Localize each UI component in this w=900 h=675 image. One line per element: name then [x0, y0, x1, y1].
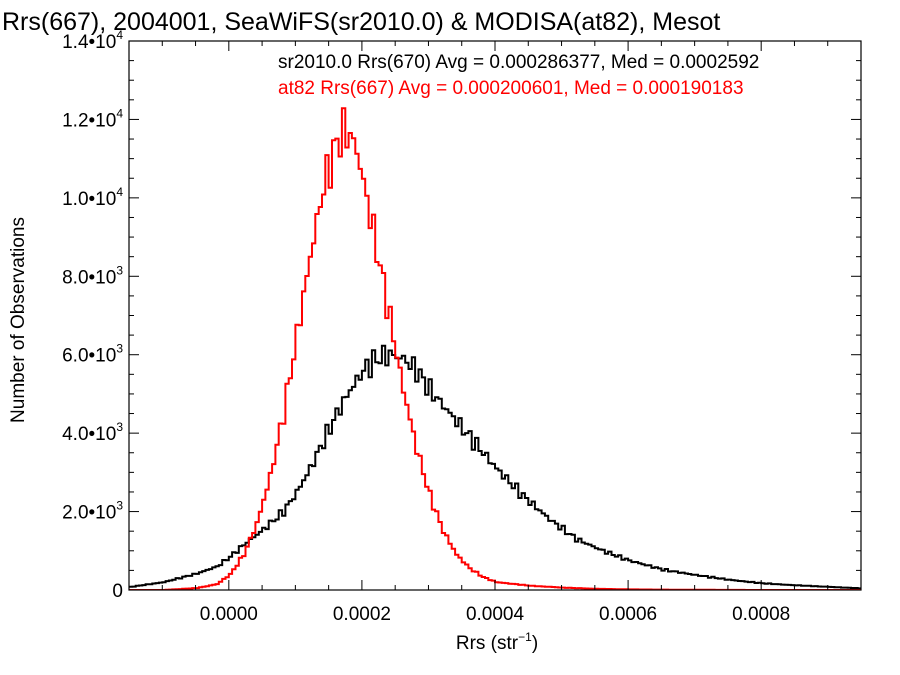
x-axis-label: Rrs (str−1)	[456, 630, 538, 654]
chart-title: Rrs(667), 2004001, SeaWiFS(sr2010.0) & M…	[2, 8, 720, 36]
legend-entry-1: at82 Rrs(667) Avg = 0.000200601, Med = 0…	[278, 78, 744, 99]
x-tick-label-2: 0.0004	[466, 604, 525, 625]
legend: sr2010.0 Rrs(670) Avg = 0.000286377, Med…	[278, 52, 759, 99]
x-tick-label-1: 0.0002	[333, 604, 391, 625]
legend-entry-0: sr2010.0 Rrs(670) Avg = 0.000286377, Med…	[278, 52, 759, 73]
x-tick-label-4: 0.0008	[732, 604, 790, 625]
series-line-0	[129, 344, 861, 590]
y-tick-label-5: 1.0•104	[62, 185, 123, 210]
plot-frame	[128, 40, 862, 591]
y-tick-label-7: 1.4•104	[62, 28, 123, 53]
y-axis-label: Number of Observations	[8, 217, 29, 423]
y-tick-label-4: 8.0•103	[62, 263, 123, 288]
y-tick-label-6: 1.2•104	[62, 106, 123, 131]
plot-area: 0.0000 0.0002 0.0004 0.0006 0.0008 0 2.0•103 4.…	[62, 28, 862, 625]
x-tick-label-3: 0.0006	[599, 604, 657, 625]
y-tick-label-1: 2.0•103	[62, 499, 123, 524]
series-line-1	[129, 107, 861, 590]
y-tick-label-2: 4.0•103	[62, 420, 123, 445]
x-tick-label-0: 0.0000	[200, 604, 258, 625]
y-tick-label-0: 0	[112, 581, 123, 602]
y-tick-label-3: 6.0•103	[62, 342, 123, 367]
